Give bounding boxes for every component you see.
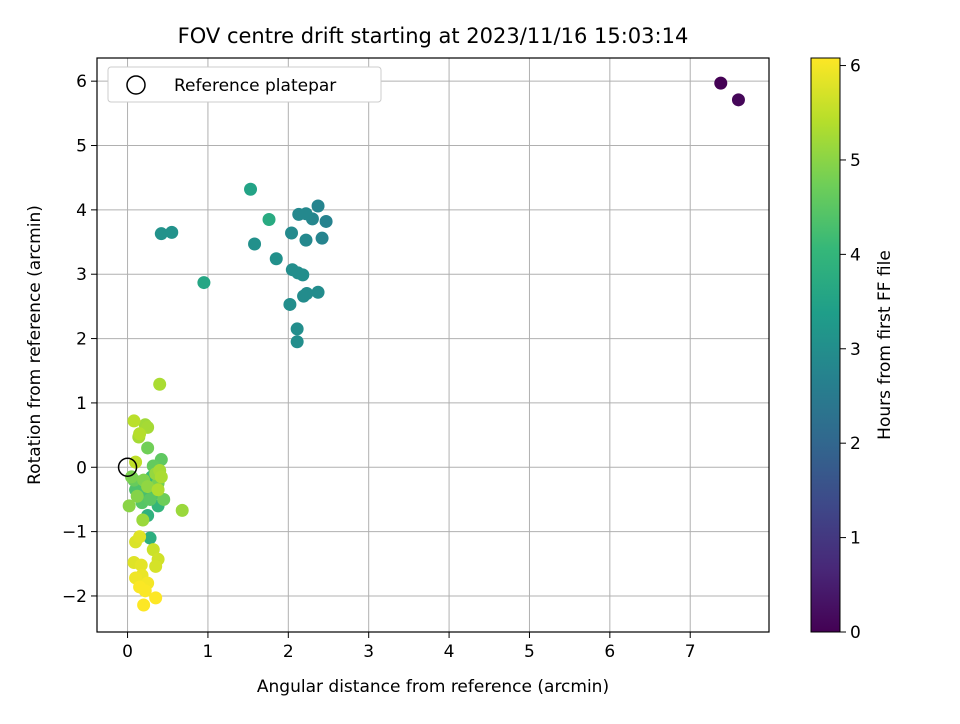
colorbar-tick-label: 2 [850, 434, 861, 454]
y-axis-label: Rotation from reference (arcmin) [25, 205, 45, 485]
y-tick-label: 4 [76, 201, 87, 221]
x-tick-label: 2 [283, 642, 294, 662]
data-point [136, 513, 150, 527]
x-tick-label: 4 [444, 642, 455, 662]
data-point [197, 276, 211, 290]
reference-platepar-marker [117, 457, 138, 478]
x-tick-label: 7 [685, 642, 696, 662]
x-axis-label: Angular distance from reference (arcmin) [257, 677, 609, 697]
x-tick-label: 0 [122, 642, 133, 662]
data-point [285, 226, 299, 240]
y-tick-label: 6 [76, 72, 87, 92]
x-tick-label: 1 [203, 642, 214, 662]
data-point [290, 335, 304, 349]
data-point [127, 414, 141, 428]
colorbar-ticks: 0 1 2 3 4 5 6 [840, 57, 861, 643]
colorbar-tick-label: 1 [850, 529, 861, 549]
data-point [311, 199, 325, 213]
data-point [154, 470, 168, 484]
data-point [146, 543, 160, 557]
data-point [290, 322, 304, 336]
data-point [315, 231, 329, 245]
x-axis-ticks: 0 1 2 3 4 5 6 7 [122, 632, 696, 662]
colorbar-tick-label: 0 [850, 623, 861, 643]
data-point [153, 377, 167, 391]
legend-marker-icon [126, 75, 146, 95]
data-point [269, 252, 283, 266]
data-point [262, 213, 276, 227]
data-point [283, 297, 297, 311]
data-point [154, 227, 168, 241]
data-point [122, 499, 136, 513]
y-tick-label: 3 [76, 265, 87, 285]
data-point [311, 285, 325, 299]
data-point [157, 492, 171, 506]
y-tick-label: 1 [76, 394, 87, 414]
data-point [138, 584, 152, 598]
y-tick-label: 2 [76, 330, 87, 350]
data-point [175, 503, 189, 517]
data-point [248, 237, 262, 251]
y-axis-ticks: −2 −1 0 1 2 3 4 5 6 [62, 72, 97, 607]
data-point [714, 76, 728, 90]
y-tick-label: −2 [62, 587, 87, 607]
data-point [299, 233, 313, 247]
data-point [731, 93, 745, 107]
data-point [143, 531, 157, 545]
data-point [137, 598, 151, 612]
y-tick-label: 5 [76, 137, 87, 157]
x-tick-label: 6 [604, 642, 615, 662]
data-point [151, 483, 165, 497]
colorbar [810, 57, 841, 633]
data-point [130, 489, 144, 503]
data-point [133, 427, 147, 441]
chart-title: FOV centre drift starting at 2023/11/16 … [178, 24, 689, 48]
colorbar-tick-label: 5 [850, 151, 861, 171]
data-point [143, 492, 157, 506]
data-point [292, 207, 306, 221]
data-point [149, 559, 163, 573]
legend-label: Reference platepar [174, 76, 336, 96]
legend-box [107, 66, 382, 103]
plot-frame [96, 57, 770, 633]
colorbar-tick-label: 4 [850, 245, 861, 265]
x-tick-label: 3 [363, 642, 374, 662]
data-point [297, 289, 311, 303]
colorbar-tick-label: 3 [850, 340, 861, 360]
data-point [165, 225, 179, 239]
grid-lines [97, 58, 769, 632]
y-tick-label: −1 [62, 523, 87, 543]
x-tick-label: 5 [524, 642, 535, 662]
colorbar-tick-label: 6 [850, 57, 861, 77]
data-point [133, 530, 147, 544]
data-point [319, 214, 333, 228]
y-tick-label: 0 [76, 458, 87, 478]
data-point [296, 268, 310, 282]
data-point [149, 591, 163, 605]
data-point [244, 182, 258, 196]
data-points [122, 76, 745, 612]
data-point [141, 480, 155, 494]
data-point [134, 558, 148, 572]
data-point [141, 441, 155, 455]
legend: Reference platepar [107, 66, 382, 103]
colorbar-label: Hours from first FF file [875, 250, 895, 440]
